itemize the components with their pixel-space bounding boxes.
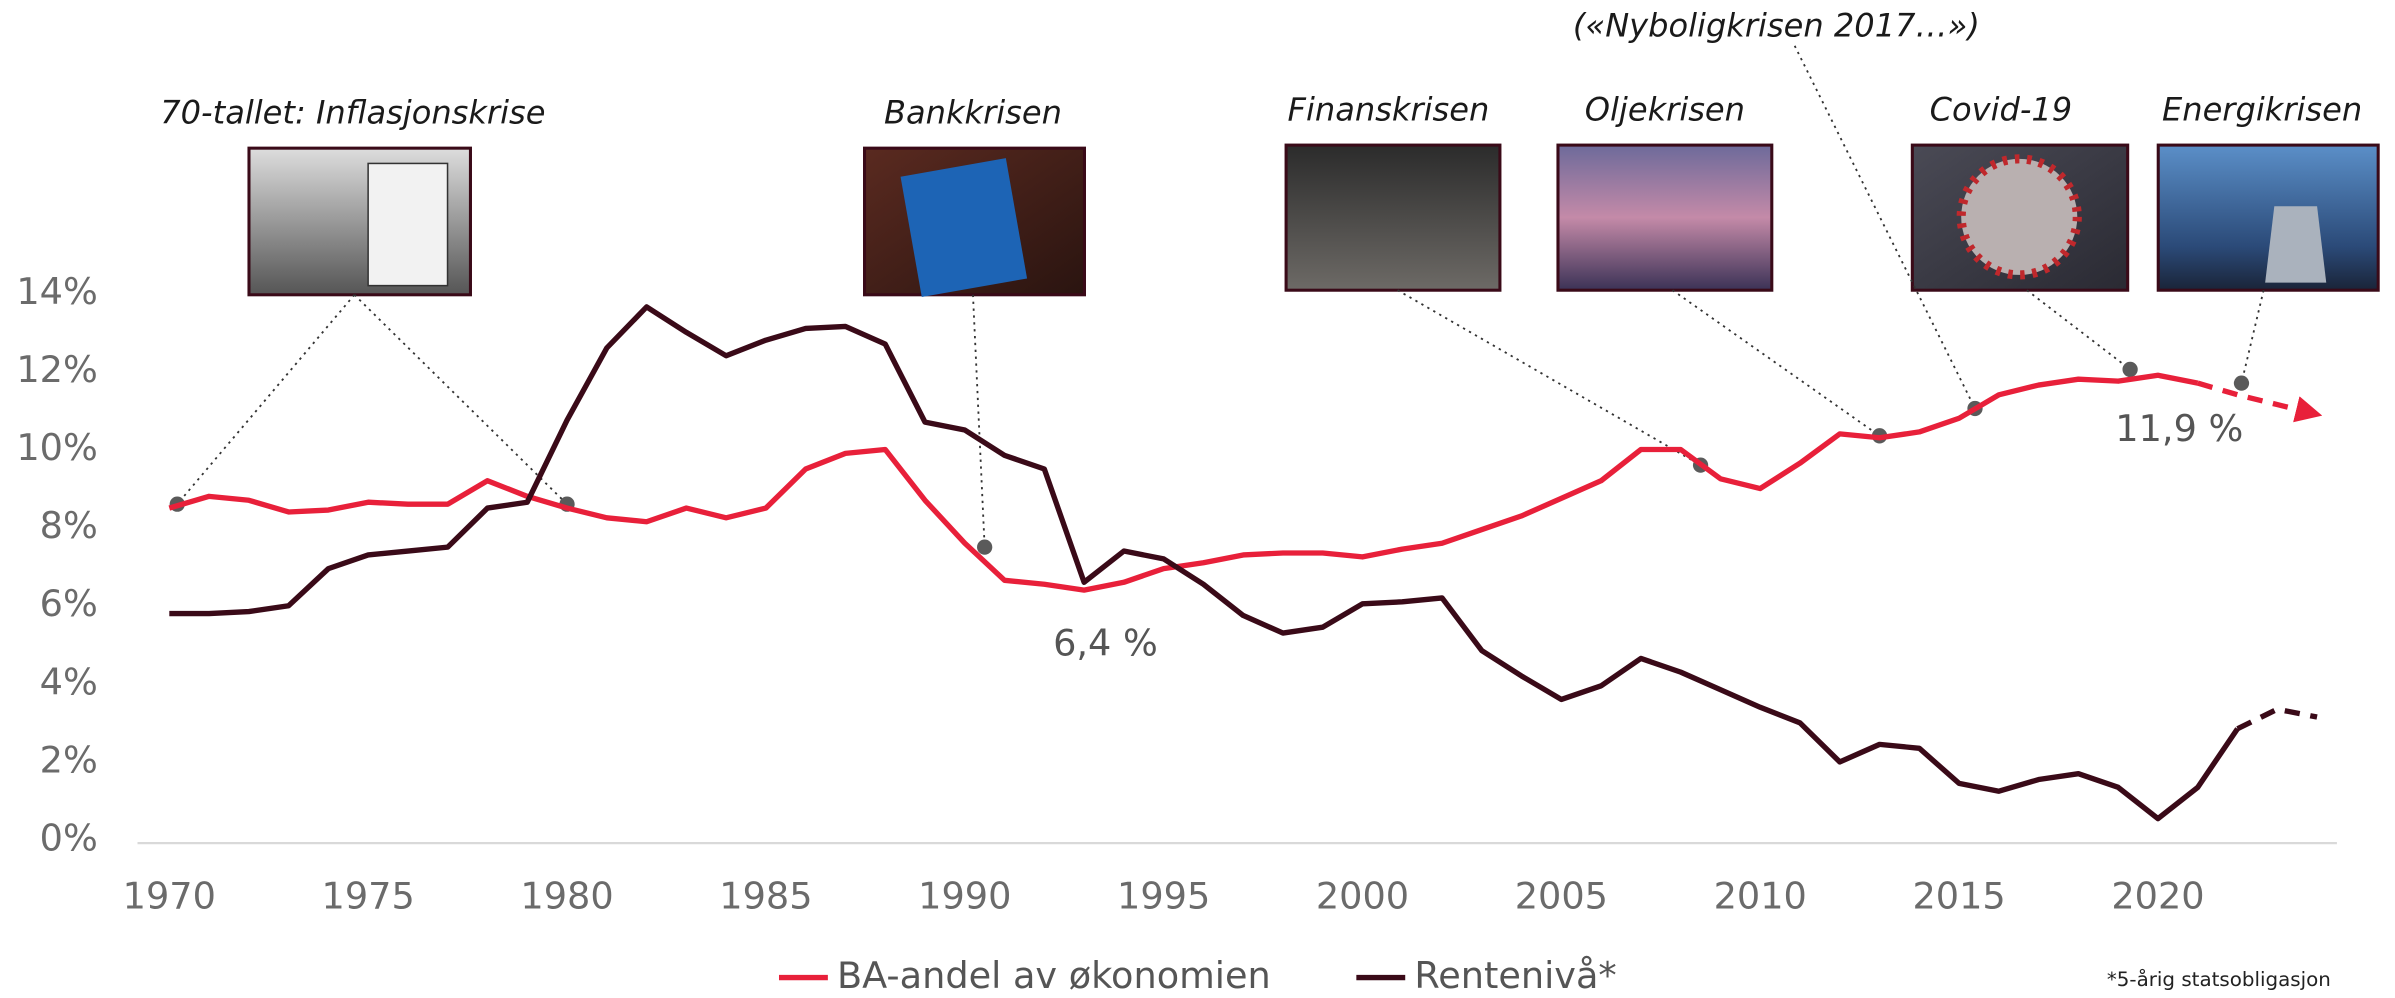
- x-tick-label: 1995: [1117, 875, 1210, 918]
- y-tick-label: 6%: [40, 582, 98, 625]
- annotation-label: 70-tallet: Inflasjonskrise: [160, 94, 545, 132]
- callout-line: [2027, 290, 2130, 369]
- series-line-projection: [2238, 709, 2318, 729]
- footnote: *5-årig statsobligasjon: [2107, 968, 2331, 991]
- callout-line: [1673, 290, 1880, 436]
- x-tick-label: 1990: [918, 875, 1011, 918]
- series-line: [169, 375, 2197, 590]
- x-tick-label: 1970: [123, 875, 216, 918]
- callout-line: [973, 295, 985, 547]
- value-label: 11,9 %: [2115, 407, 2243, 450]
- callout-line: [177, 295, 354, 504]
- y-tick-label: 10%: [16, 426, 97, 469]
- x-tick-label: 1980: [520, 875, 613, 918]
- callout-line: [1398, 290, 1701, 465]
- photo-detail: [368, 163, 447, 285]
- y-tick-label: 0%: [40, 817, 98, 860]
- x-tick-label: 1975: [322, 875, 415, 918]
- photo-layer: [249, 145, 2378, 297]
- photo-detail: [2265, 206, 2326, 282]
- annotation-label: («Nyboligkrisen 2017…»): [1573, 6, 1980, 44]
- callout-line: [2241, 290, 2263, 383]
- callout-dot: [2234, 375, 2249, 390]
- x-tick-label: 1985: [719, 875, 812, 918]
- legend-label: BA-andel av økonomien: [837, 954, 1271, 997]
- annotation-label: Finanskrisen: [1288, 90, 1490, 128]
- annotation-label: Energikrisen: [2162, 90, 2362, 128]
- x-tick-label: 2020: [2111, 875, 2204, 918]
- y-tick-label: 14%: [16, 270, 97, 313]
- annotation-label: Bankkrisen: [884, 94, 1062, 132]
- callout-dot: [2122, 362, 2137, 377]
- y-tick-label: 2%: [40, 738, 98, 781]
- photo-detail: [1961, 159, 2077, 275]
- callout-dot: [977, 539, 992, 554]
- x-tick-label: 2010: [1714, 875, 1807, 918]
- x-tick-label: 2005: [1515, 875, 1608, 918]
- page: {"chart_data": { "type": "line", "x": [1…: [0, 0, 2395, 998]
- photo-detail: [901, 158, 1028, 297]
- callout-line: [354, 295, 567, 504]
- annotation-label: Oljekrisen: [1585, 90, 1745, 128]
- annotation-photo: [1286, 145, 1500, 290]
- y-tick-label: 8%: [40, 504, 98, 547]
- y-tick-label: 4%: [40, 660, 98, 703]
- x-tick-label: 2000: [1316, 875, 1409, 918]
- value-label: 6,4 %: [1053, 622, 1158, 665]
- chart: 0% 2% 4% 6% 8% 10% 12% 14% 1970 1975 1980 1985 1990 1…: [0, 0, 2395, 998]
- x-tick-label: 2015: [1912, 875, 2005, 918]
- y-tick-label: 12%: [16, 348, 97, 391]
- legend-label: Rentenivå*: [1414, 954, 1616, 997]
- annotation-photo: [1558, 145, 1772, 290]
- annotation-label: Covid-19: [1930, 90, 2073, 128]
